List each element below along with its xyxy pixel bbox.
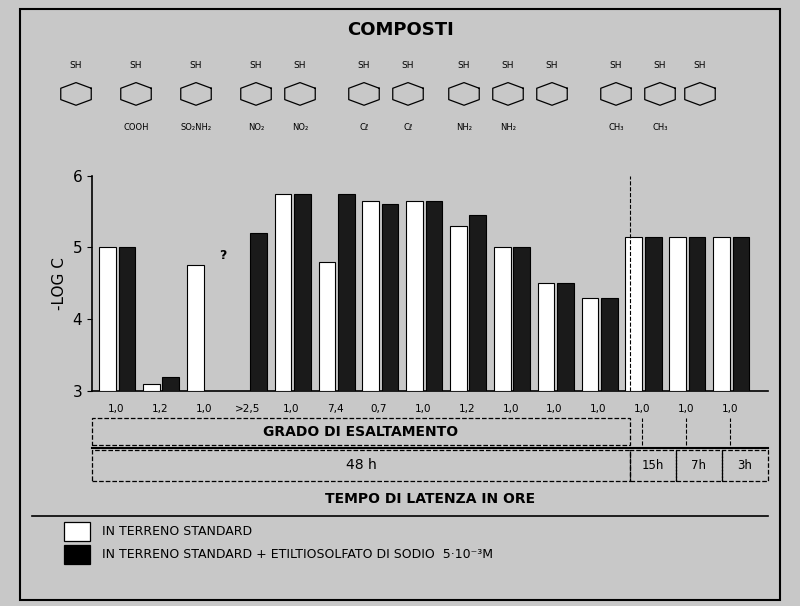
- Bar: [338, 194, 354, 391]
- Text: 1,0: 1,0: [546, 404, 562, 414]
- Bar: [362, 201, 379, 391]
- Bar: [626, 237, 642, 391]
- Bar: [689, 237, 706, 391]
- Text: SH: SH: [358, 61, 370, 70]
- Text: Cℓ: Cℓ: [403, 123, 413, 132]
- Text: SH: SH: [458, 61, 470, 70]
- Text: 1,0: 1,0: [195, 404, 212, 414]
- Bar: [294, 194, 310, 391]
- Bar: [406, 201, 423, 391]
- Text: COMPOSTI: COMPOSTI: [346, 21, 454, 39]
- Text: 1,0: 1,0: [590, 404, 606, 414]
- Text: CH₃: CH₃: [608, 123, 624, 132]
- Text: SH: SH: [294, 61, 306, 70]
- Text: GRADO DI ESALTAMENTO: GRADO DI ESALTAMENTO: [263, 425, 458, 439]
- Text: 1,0: 1,0: [678, 404, 694, 414]
- Text: SH: SH: [502, 61, 514, 70]
- Text: >2,5: >2,5: [235, 404, 260, 414]
- Text: NH₂: NH₂: [456, 123, 472, 132]
- Text: 1,2: 1,2: [458, 404, 475, 414]
- Text: SO₂NH₂: SO₂NH₂: [181, 123, 211, 132]
- Text: NO₂: NO₂: [248, 123, 264, 132]
- Bar: [450, 226, 467, 391]
- Bar: [538, 284, 554, 391]
- Text: IN TERRENO STANDARD: IN TERRENO STANDARD: [102, 525, 253, 538]
- Bar: [494, 247, 510, 391]
- Bar: [99, 247, 116, 391]
- Text: 48 h: 48 h: [346, 458, 376, 473]
- Text: 15h: 15h: [642, 459, 664, 472]
- Bar: [382, 204, 398, 391]
- Bar: [514, 247, 530, 391]
- Bar: [582, 298, 598, 391]
- Text: 7h: 7h: [691, 459, 706, 472]
- Bar: [162, 376, 179, 391]
- Text: SH: SH: [654, 61, 666, 70]
- Text: 1,2: 1,2: [151, 404, 168, 414]
- Text: 1,0: 1,0: [634, 404, 650, 414]
- Bar: [118, 247, 135, 391]
- Text: 7,4: 7,4: [327, 404, 343, 414]
- Bar: [601, 298, 618, 391]
- Text: 1,0: 1,0: [414, 404, 431, 414]
- Text: 1,0: 1,0: [502, 404, 519, 414]
- Bar: [670, 237, 686, 391]
- Text: TEMPO DI LATENZA IN ORE: TEMPO DI LATENZA IN ORE: [325, 492, 535, 506]
- Text: 1,0: 1,0: [283, 404, 300, 414]
- Text: SH: SH: [546, 61, 558, 70]
- Text: SH: SH: [610, 61, 622, 70]
- Text: SH: SH: [402, 61, 414, 70]
- Bar: [733, 237, 750, 391]
- Bar: [645, 237, 662, 391]
- Bar: [713, 237, 730, 391]
- Text: COOH: COOH: [123, 123, 149, 132]
- Bar: [470, 215, 486, 391]
- Bar: [426, 201, 442, 391]
- Text: SH: SH: [130, 61, 142, 70]
- Text: SH: SH: [694, 61, 706, 70]
- Text: CH₃: CH₃: [652, 123, 668, 132]
- Bar: [250, 233, 267, 391]
- Text: SH: SH: [250, 61, 262, 70]
- Text: ?: ?: [219, 249, 226, 262]
- Text: Cℓ: Cℓ: [359, 123, 369, 132]
- Text: SH: SH: [70, 61, 82, 70]
- Text: IN TERRENO STANDARD + ETILTIOSOLFATO DI SODIO  5·10⁻³M: IN TERRENO STANDARD + ETILTIOSOLFATO DI …: [102, 548, 494, 561]
- Bar: [274, 194, 291, 391]
- Bar: [187, 265, 204, 391]
- Y-axis label: -LOG C: -LOG C: [52, 257, 67, 310]
- Text: NH₂: NH₂: [500, 123, 516, 132]
- Bar: [143, 384, 160, 391]
- Text: 1,0: 1,0: [108, 404, 124, 414]
- Text: 3h: 3h: [738, 459, 753, 472]
- Text: SH: SH: [190, 61, 202, 70]
- Text: 0,7: 0,7: [371, 404, 387, 414]
- Bar: [318, 262, 335, 391]
- Text: 1,0: 1,0: [722, 404, 738, 414]
- Bar: [557, 284, 574, 391]
- Text: NO₂: NO₂: [292, 123, 308, 132]
